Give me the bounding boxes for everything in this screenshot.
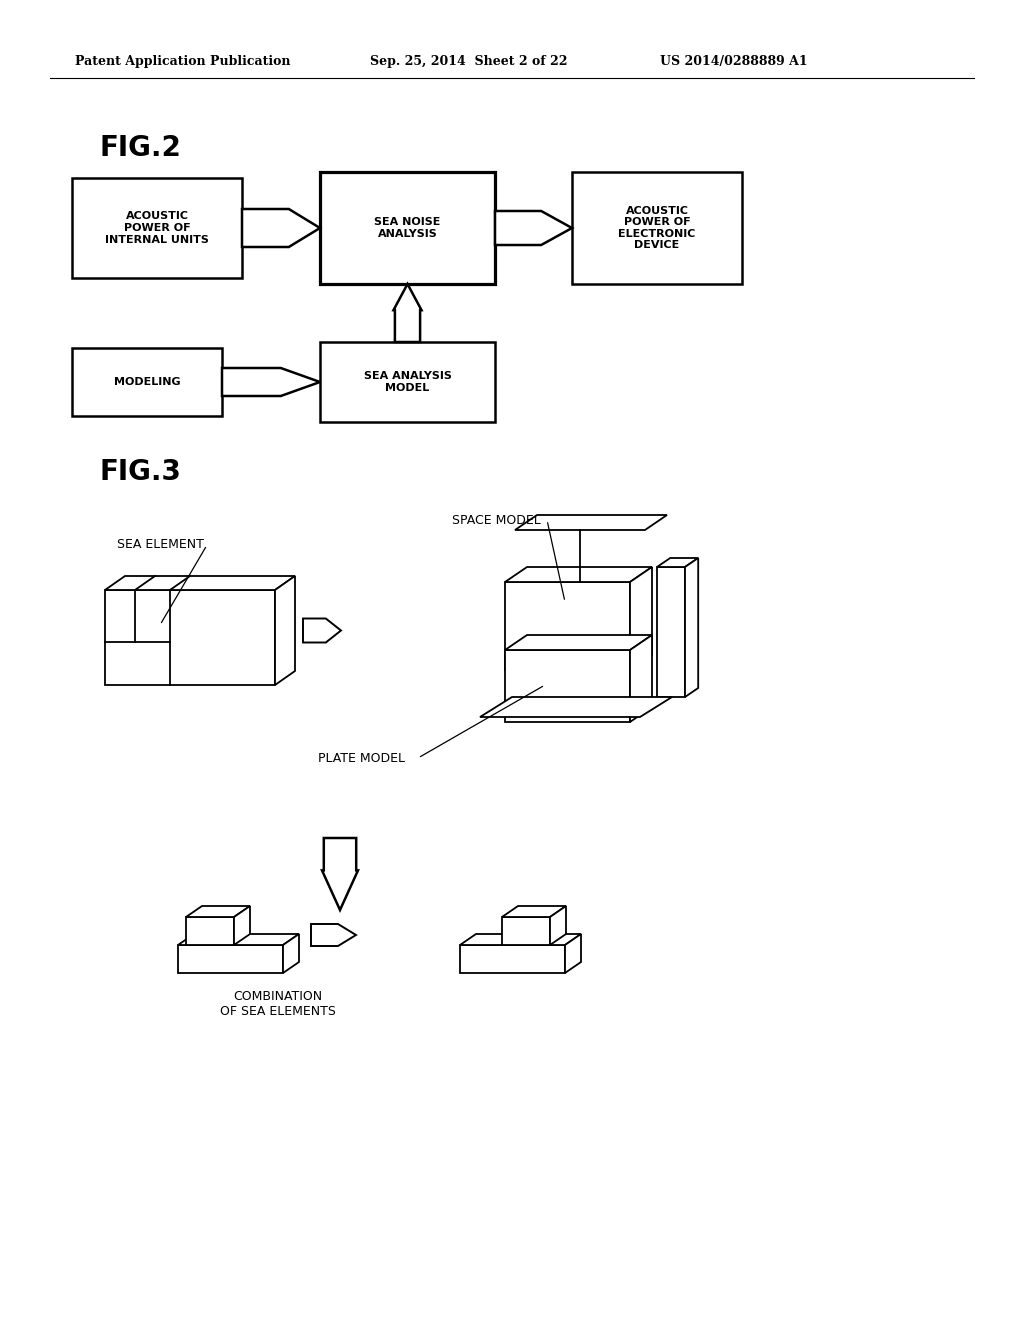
Polygon shape: [186, 917, 234, 945]
Polygon shape: [393, 284, 422, 342]
Text: SEA ANALYSIS
MODEL: SEA ANALYSIS MODEL: [364, 371, 452, 393]
Polygon shape: [630, 635, 652, 722]
Polygon shape: [311, 924, 356, 946]
Polygon shape: [275, 576, 295, 685]
Text: FIG.3: FIG.3: [100, 458, 182, 486]
Text: PLATE MODEL: PLATE MODEL: [318, 751, 406, 764]
Polygon shape: [283, 935, 299, 973]
Polygon shape: [322, 838, 358, 909]
Text: SPACE MODEL: SPACE MODEL: [452, 513, 541, 527]
Polygon shape: [505, 649, 630, 722]
Polygon shape: [222, 368, 319, 396]
Polygon shape: [505, 635, 652, 649]
Text: SEA ELEMENT: SEA ELEMENT: [117, 539, 204, 552]
Polygon shape: [550, 906, 566, 945]
Bar: [319, 172, 495, 284]
Polygon shape: [460, 945, 565, 973]
Text: FIG.2: FIG.2: [100, 135, 182, 162]
Polygon shape: [657, 568, 685, 697]
Text: US 2014/0288889 A1: US 2014/0288889 A1: [660, 55, 808, 69]
Polygon shape: [685, 558, 698, 697]
Polygon shape: [495, 211, 572, 246]
Text: Sep. 25, 2014  Sheet 2 of 22: Sep. 25, 2014 Sheet 2 of 22: [370, 55, 567, 69]
Bar: [319, 342, 495, 422]
Polygon shape: [505, 582, 630, 671]
Text: ACOUSTIC
POWER OF
ELECTRONIC
DEVICE: ACOUSTIC POWER OF ELECTRONIC DEVICE: [618, 206, 695, 251]
Polygon shape: [303, 619, 341, 643]
Polygon shape: [186, 906, 250, 917]
Polygon shape: [178, 935, 299, 945]
Polygon shape: [242, 209, 319, 247]
Polygon shape: [178, 945, 283, 973]
Bar: [72, 178, 242, 279]
Polygon shape: [515, 515, 667, 531]
Text: ACOUSTIC
POWER OF
INTERNAL UNITS: ACOUSTIC POWER OF INTERNAL UNITS: [105, 211, 209, 244]
Polygon shape: [657, 558, 698, 568]
Polygon shape: [505, 568, 652, 582]
Text: Patent Application Publication: Patent Application Publication: [75, 55, 291, 69]
Polygon shape: [234, 906, 250, 945]
Polygon shape: [630, 568, 652, 671]
Bar: [572, 172, 742, 284]
Polygon shape: [502, 917, 550, 945]
Polygon shape: [502, 906, 566, 917]
Text: COMBINATION
OF SEA ELEMENTS: COMBINATION OF SEA ELEMENTS: [220, 990, 336, 1018]
Polygon shape: [460, 935, 581, 945]
Polygon shape: [105, 590, 275, 685]
Text: SEA NOISE
ANALYSIS: SEA NOISE ANALYSIS: [375, 218, 440, 239]
Polygon shape: [565, 935, 581, 973]
Text: MODELING: MODELING: [114, 378, 180, 387]
Polygon shape: [105, 576, 295, 590]
Bar: [72, 348, 222, 416]
Polygon shape: [480, 697, 672, 717]
